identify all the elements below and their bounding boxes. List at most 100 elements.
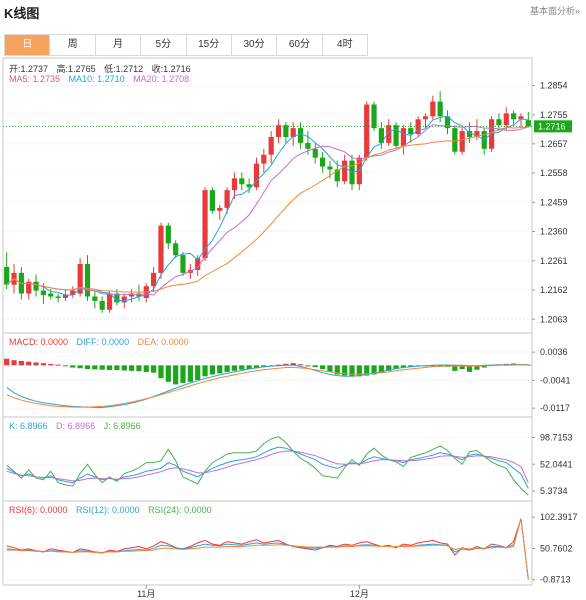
- macd-bar: [349, 365, 355, 377]
- macd-bar: [364, 365, 370, 376]
- close-value: 收:1.2716: [151, 64, 191, 74]
- low-value: 低:1.2712: [104, 64, 144, 74]
- macd-bar: [158, 365, 164, 379]
- macd-bar: [187, 365, 193, 382]
- macd-info: MACD: 0.0000 DIFF: 0.0000 DEA: 0.0000: [9, 337, 195, 347]
- candle-body: [444, 116, 451, 129]
- macd-bar: [246, 365, 252, 369]
- fundamental-analysis-link[interactable]: 基本面分析»: [529, 6, 580, 16]
- ma10-line: [6, 124, 529, 296]
- tab-day[interactable]: 日: [5, 35, 51, 55]
- macd-tick-label: -0.0117: [540, 403, 570, 413]
- macd-bar: [136, 365, 142, 372]
- k-value: K: 6.8966: [9, 421, 48, 431]
- candle-body: [151, 272, 157, 287]
- candle-body: [393, 125, 399, 146]
- rsi12-value: RSI(12): 0.0000: [76, 505, 140, 515]
- tab-week[interactable]: 周: [50, 35, 96, 55]
- candle-body: [297, 128, 304, 143]
- page-title: K线图: [4, 6, 40, 21]
- macd-bar: [430, 365, 436, 367]
- candle-body: [525, 120, 531, 127]
- tab-5min[interactable]: 5分: [141, 35, 187, 55]
- macd-bar: [128, 365, 135, 371]
- macd-bar: [165, 365, 171, 382]
- x-tick-label: 11月: [137, 589, 155, 599]
- candle-body: [466, 131, 473, 137]
- candle-body: [202, 190, 208, 259]
- candle-body: [496, 119, 502, 126]
- rsi-panel-frame: [2, 500, 533, 586]
- candle-body: [180, 255, 186, 273]
- candle-body: [33, 281, 39, 291]
- macd-bar: [195, 365, 201, 380]
- candle-body: [334, 169, 340, 182]
- macd-bar: [143, 365, 149, 372]
- candle-body: [70, 290, 76, 296]
- macd-bar: [77, 365, 83, 369]
- high-value: 高:1.2765: [56, 64, 96, 74]
- candle-body: [459, 131, 465, 152]
- current-price-badge: [534, 120, 572, 133]
- candle-body: [224, 190, 230, 208]
- macd-bar: [400, 365, 407, 368]
- candle-body: [246, 184, 252, 188]
- macd-bar: [320, 365, 326, 369]
- macd-bar: [474, 365, 480, 370]
- macd-value: MACD: 0.0000: [9, 337, 69, 347]
- candle-body: [503, 113, 509, 126]
- macd-bar: [180, 365, 186, 383]
- tab-4hour[interactable]: 4时: [337, 39, 353, 50]
- candle-body: [474, 131, 480, 137]
- macd-bar: [378, 365, 384, 373]
- candle-body: [92, 296, 98, 301]
- macd-bar: [209, 365, 215, 375]
- candle-body: [55, 296, 61, 298]
- macd-bar: [224, 365, 230, 372]
- candle-body: [342, 160, 348, 182]
- candle-body: [452, 128, 458, 152]
- macd-bar: [393, 365, 399, 369]
- candle-body: [195, 258, 201, 270]
- candle-body: [4, 266, 10, 285]
- candle-body: [209, 190, 215, 211]
- macd-bar: [253, 365, 260, 369]
- ma20-line: [6, 126, 529, 293]
- macd-bar: [356, 365, 362, 377]
- rsi24-line: [6, 518, 529, 580]
- macd-panel-frame: [2, 332, 533, 418]
- candle-body: [290, 128, 296, 137]
- macd-bar: [386, 365, 392, 371]
- candle-body: [77, 264, 83, 294]
- macd-bar: [26, 361, 32, 366]
- candle-body: [261, 154, 267, 164]
- macd-bar: [408, 365, 414, 367]
- tab-30min[interactable]: 30分: [232, 35, 278, 55]
- candle-body: [518, 116, 524, 120]
- macd-bar: [217, 365, 223, 374]
- dea-value: DEA: 0.0000: [137, 337, 189, 347]
- ma5-value: MA5: 1.2735: [9, 74, 61, 84]
- macd-bar: [239, 365, 245, 370]
- candle-body: [364, 104, 370, 158]
- macd-bar: [312, 365, 318, 368]
- macd-bar: [283, 363, 289, 366]
- macd-bar: [40, 363, 47, 366]
- candle-tick-label: 1.2755: [540, 110, 568, 120]
- kdj-tick-label: 52.0441: [540, 459, 573, 469]
- kdj-k-line: [6, 446, 529, 489]
- candle-body: [136, 293, 142, 297]
- candle-body: [106, 293, 113, 310]
- candle-body: [239, 178, 245, 185]
- candle-body: [430, 101, 436, 117]
- tab-60min[interactable]: 60分: [277, 35, 323, 55]
- candle-tick-label: 1.2063: [540, 314, 568, 324]
- tab-15min[interactable]: 15分: [187, 35, 232, 55]
- candle-body: [26, 281, 32, 294]
- candle-body: [422, 116, 429, 120]
- macd-bar: [525, 364, 531, 366]
- macd-bar: [334, 365, 340, 375]
- candle-body: [40, 290, 47, 296]
- tab-month[interactable]: 月: [96, 35, 142, 55]
